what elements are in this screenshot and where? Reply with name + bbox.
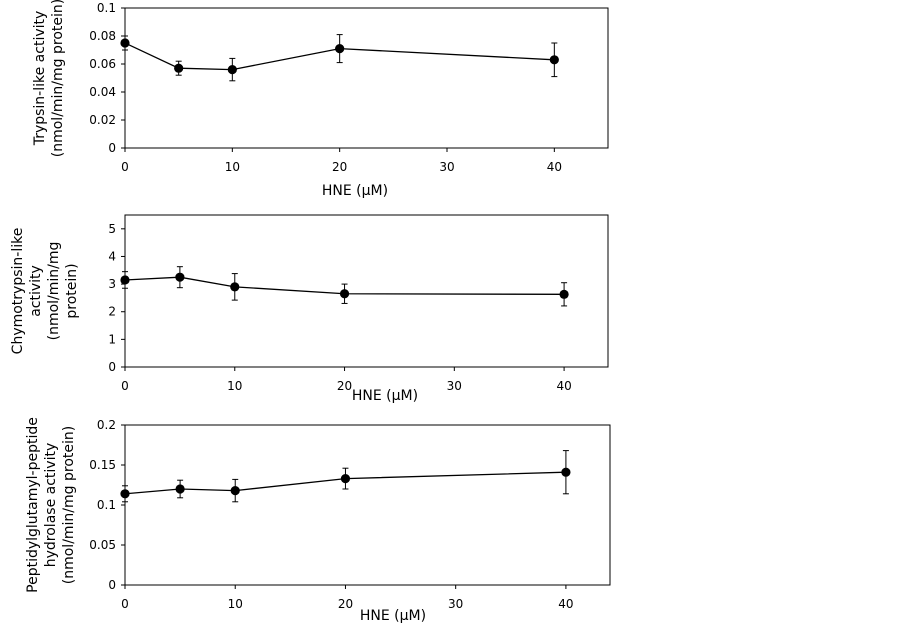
y-tick-label: 4 — [108, 249, 116, 263]
y-tick-label: 0 — [108, 360, 116, 374]
data-point — [174, 63, 184, 73]
y-tick-label: 5 — [108, 222, 116, 236]
x-tick-label: 30 — [447, 379, 462, 393]
y-tick-label: 0.05 — [89, 538, 116, 552]
y-axis-title: Chymotrypsin-like activity (nmol/min/mg pro… — [10, 228, 80, 355]
chart-2: 0 1 2 3 4 5 0 10 20 30 40 HNE (μM) Chymotrypsin-like… — [10, 214, 609, 404]
x-axis-title: HNE (μM) — [322, 183, 388, 199]
data-point — [335, 44, 345, 54]
plot-frame — [124, 424, 611, 586]
x-tick-label: 10 — [228, 597, 243, 611]
y-tick-label: 0.1 — [97, 498, 116, 512]
y-tick-label: 0.2 — [97, 418, 116, 432]
x-tick-label: 20 — [338, 597, 353, 611]
x-tick-label: 40 — [558, 597, 573, 611]
x-tick-label: 10 — [227, 379, 242, 393]
y-tick-label: 0 — [108, 578, 116, 592]
x-axis-title: HNE (μM) — [360, 608, 426, 624]
x-tick-label: 40 — [556, 379, 571, 393]
x-tick-label: 20 — [332, 160, 347, 174]
x-axis-title: HNE (μM) — [352, 388, 418, 404]
data-point — [120, 38, 130, 48]
x-tick-label: 30 — [439, 160, 454, 174]
chart-3: 0 0.05 0.1 0.15 0.2 0 10 20 30 40 HNE (μM) Peptidyl… — [25, 417, 611, 624]
y-tick-label: 0.08 — [89, 29, 116, 43]
y-axis-title: Trypsin-like activity (nmol/min/mg protei… — [32, 0, 66, 157]
data-point — [549, 55, 559, 65]
y-tick-label: 0.06 — [89, 57, 116, 71]
data-point — [227, 65, 237, 75]
y-tick-label: 0.1 — [97, 1, 116, 15]
plot-frame — [124, 7, 609, 149]
y-tick-label: 2 — [108, 305, 116, 319]
data-point — [175, 484, 185, 494]
chart-1: 0 0.02 0.04 0.06 0.08 0.1 0 10 20 30 40 HNE (μM) Try… — [32, 0, 609, 199]
x-tick-label: 30 — [448, 597, 463, 611]
y-axis-title: Peptidylglutamyl-peptide hydrolase activi… — [25, 417, 77, 593]
x-tick-label: 10 — [225, 160, 240, 174]
x-tick-label: 0 — [121, 160, 129, 174]
data-point — [559, 289, 569, 299]
data-point — [120, 489, 130, 499]
y-tick-label: 0 — [108, 141, 116, 155]
data-point — [230, 282, 240, 292]
x-tick-label: 0 — [121, 379, 129, 393]
x-tick-label: 0 — [121, 597, 129, 611]
x-tick-label: 20 — [337, 379, 352, 393]
data-point — [120, 275, 130, 285]
y-tick-label: 0.02 — [89, 113, 116, 127]
data-point — [230, 486, 240, 496]
plot-frame — [124, 214, 609, 368]
x-tick-label: 40 — [547, 160, 562, 174]
y-tick-label: 0.04 — [89, 85, 116, 99]
data-point — [175, 272, 185, 282]
y-tick-label: 3 — [108, 277, 116, 291]
y-tick-label: 1 — [108, 332, 116, 346]
data-point — [561, 467, 571, 477]
data-point — [340, 474, 351, 484]
data-point — [339, 289, 350, 299]
y-tick-label: 0.15 — [89, 458, 116, 472]
